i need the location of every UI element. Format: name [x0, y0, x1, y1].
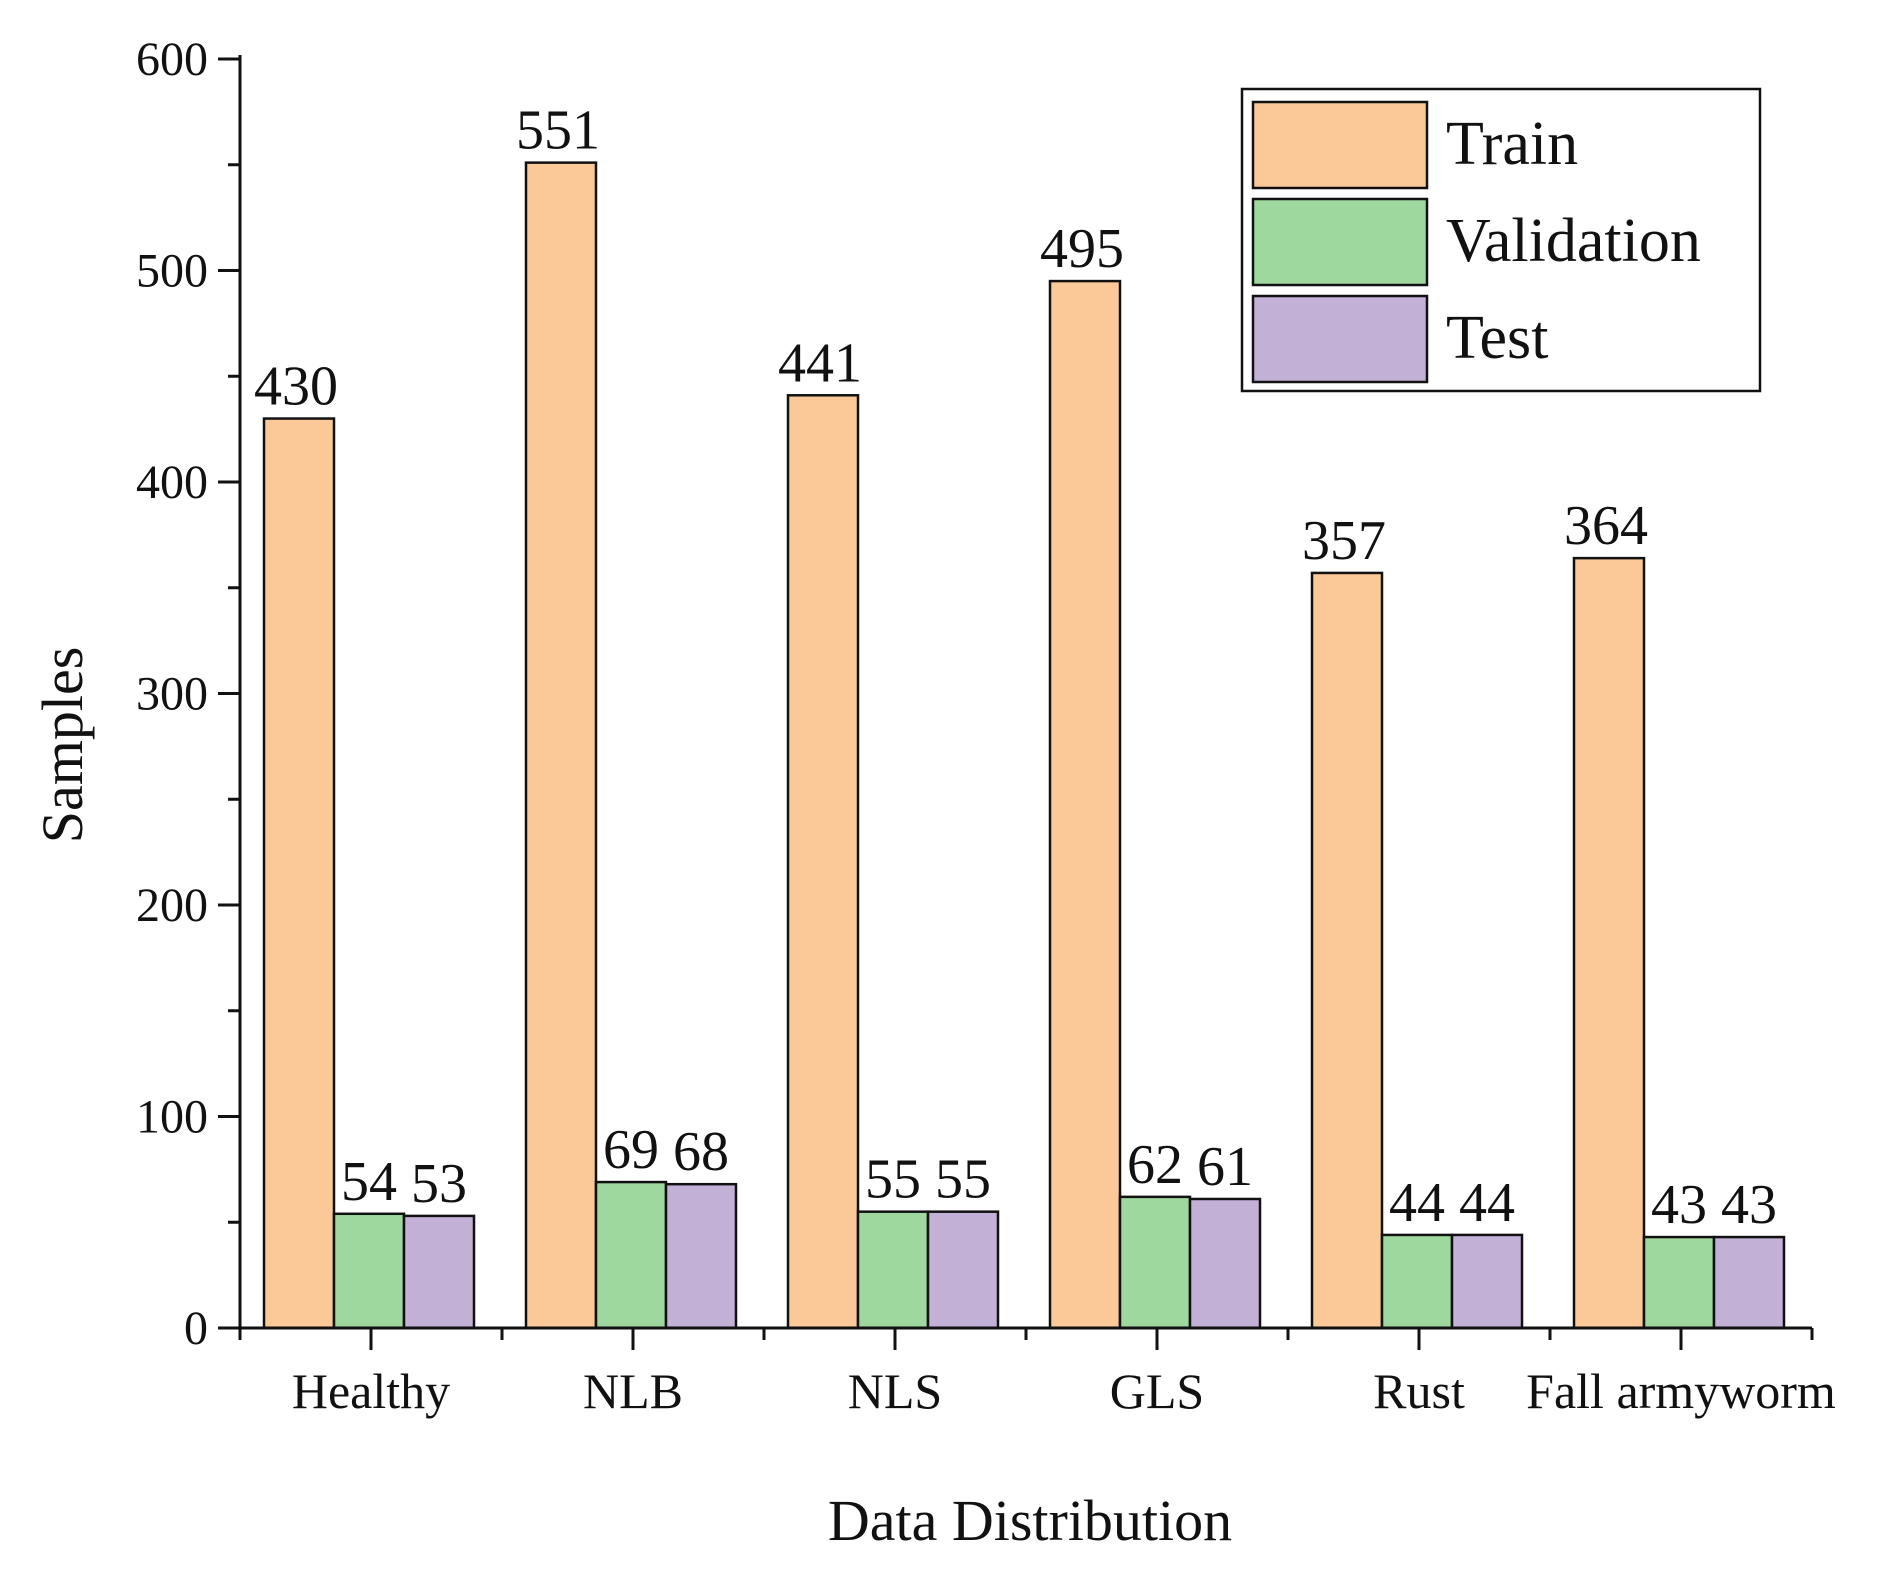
bar-train-healthy	[262, 417, 336, 1330]
data-label-test-rust: 44	[1459, 1172, 1515, 1234]
x-axis-title: Data Distribution	[828, 1488, 1232, 1553]
data-label-validation-nlb: 69	[603, 1119, 659, 1181]
y-tick-label: 300	[136, 668, 208, 721]
bar-validation-nls	[856, 1210, 930, 1330]
y-tick-label: 200	[136, 879, 208, 932]
legend-swatch-validation	[1251, 197, 1429, 287]
data-label-validation-rust: 44	[1389, 1172, 1445, 1234]
data-label-train-fall-armyworm: 364	[1564, 495, 1648, 557]
bar-train-gls	[1048, 279, 1122, 1330]
bar-train-nls	[786, 394, 860, 1330]
data-label-validation-nls: 55	[865, 1149, 921, 1211]
bar-train-fall-armyworm	[1572, 556, 1646, 1330]
bar-validation-fall-armyworm	[1642, 1235, 1716, 1330]
bars-layer	[262, 161, 1786, 1330]
x-tick-label-nls: NLS	[848, 1363, 942, 1419]
data-label-validation-fall-armyworm: 43	[1651, 1174, 1707, 1236]
y-tick-label: 500	[136, 245, 208, 298]
bar-validation-rust	[1380, 1233, 1454, 1330]
data-label-validation-gls: 62	[1127, 1134, 1183, 1196]
data-label-train-rust: 357	[1302, 510, 1386, 572]
bar-train-rust	[1310, 571, 1384, 1330]
data-label-test-gls: 61	[1197, 1136, 1253, 1198]
x-tick-label-rust: Rust	[1373, 1363, 1465, 1419]
data-labels-layer: 430 54 53 551 69 68 441 55 55 495 62 61 357 44 44 364 43…	[254, 100, 1777, 1236]
data-label-test-fall-armyworm: 43	[1721, 1174, 1777, 1236]
legend-label-validation: Validation	[1446, 207, 1701, 275]
data-label-test-healthy: 53	[411, 1153, 467, 1215]
y-tick-label: 0	[184, 1302, 208, 1355]
data-label-train-healthy: 430	[254, 356, 338, 418]
bar-test-rust	[1450, 1233, 1524, 1330]
data-label-test-nlb: 68	[673, 1121, 729, 1183]
data-label-test-nls: 55	[935, 1149, 991, 1211]
x-tick-label-nlb: NLB	[583, 1363, 683, 1419]
data-label-train-nlb: 551	[516, 100, 600, 162]
legend-label-test: Test	[1446, 304, 1548, 372]
y-tick-label: 400	[136, 456, 208, 509]
axes-layer: 0 100 200 300 400 500 600 Healthy NLB NLS GLS Rust F…	[136, 33, 1836, 1419]
legend-label-train: Train	[1446, 110, 1578, 178]
data-label-validation-healthy: 54	[341, 1151, 397, 1213]
legend-swatch-test	[1251, 294, 1429, 384]
bar-train-nlb	[524, 161, 598, 1330]
y-tick-label: 600	[136, 33, 208, 86]
bar-test-healthy	[402, 1214, 476, 1330]
legend-swatch-train	[1251, 100, 1429, 190]
bar-test-nls	[926, 1210, 1000, 1330]
bar-test-gls	[1188, 1197, 1262, 1330]
bar-test-nlb	[664, 1182, 738, 1330]
bar-test-fall-armyworm	[1712, 1235, 1786, 1330]
data-label-train-nls: 441	[778, 332, 862, 394]
y-axis-title: Samples	[30, 647, 95, 844]
bar-validation-nlb	[594, 1180, 668, 1330]
x-tick-label-gls: GLS	[1110, 1363, 1204, 1419]
x-tick-label-healthy: Healthy	[292, 1363, 450, 1419]
y-tick-label: 100	[136, 1091, 208, 1144]
data-label-train-gls: 495	[1040, 218, 1124, 280]
bar-validation-healthy	[332, 1212, 406, 1330]
legend: Train Validation Test	[1240, 87, 1762, 393]
x-tick-label-fall-armyworm: Fall armyworm	[1526, 1363, 1836, 1419]
bar-validation-gls	[1118, 1195, 1192, 1330]
